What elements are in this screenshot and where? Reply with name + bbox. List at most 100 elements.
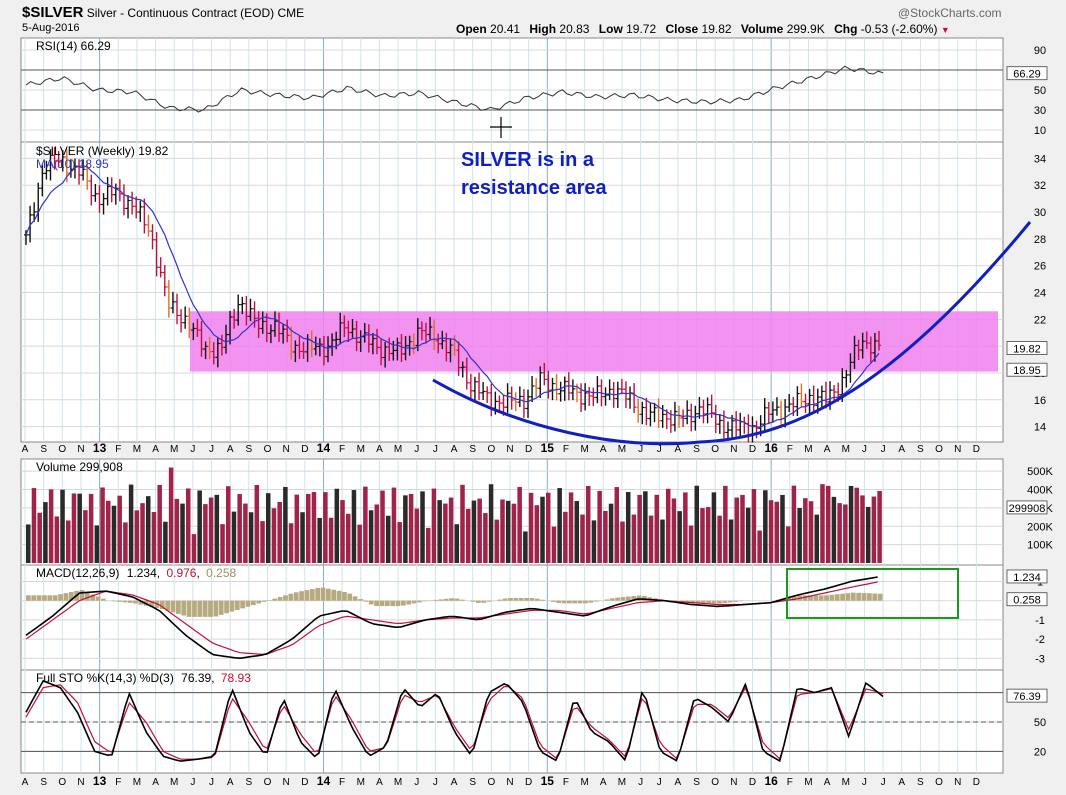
macd-histogram-bar <box>90 594 96 601</box>
volume-bar <box>140 503 145 563</box>
volume-bar <box>511 503 517 563</box>
crosshair-cursor-icon <box>490 117 512 138</box>
time-axis-label: A <box>824 777 831 788</box>
time-axis-label: D <box>973 444 980 455</box>
macd-histogram-bar <box>593 600 599 602</box>
macd-histogram-bar <box>127 600 133 603</box>
volume-bar <box>854 487 860 563</box>
macd-histogram-bar <box>475 600 481 603</box>
macd-histogram-bar <box>245 600 251 607</box>
macd-series <box>25 576 883 660</box>
volume-bar <box>831 496 837 563</box>
macd-histogram-bar <box>352 596 358 601</box>
macd-histogram-bar <box>165 600 171 611</box>
time-axis-label: F <box>787 444 793 455</box>
volume-bar <box>717 515 722 563</box>
macd-histogram-bar <box>347 593 353 601</box>
volume-bar <box>757 530 762 563</box>
time-axis-label: J <box>638 777 643 788</box>
volume-bar <box>100 487 105 563</box>
volume-bar <box>580 514 585 563</box>
macd-histogram-bar <box>218 600 224 615</box>
macd-histogram-bar <box>834 594 840 601</box>
macd-histogram-bar <box>36 595 42 601</box>
volume-bar <box>545 492 551 563</box>
volume-bar <box>591 520 597 563</box>
volume-bar <box>814 514 820 563</box>
price-tick-label: 26 <box>1034 261 1046 273</box>
volume-bar <box>385 515 391 563</box>
volume-tick-label: 500K <box>1027 466 1053 478</box>
volume-bar <box>271 508 277 563</box>
time-axis-label: N <box>77 444 84 455</box>
volume-bar <box>357 524 362 563</box>
time-axis-label: S <box>469 444 476 455</box>
macd-histogram-bar <box>856 592 862 601</box>
sto-k-value: 76.39 <box>181 671 211 685</box>
macd-histogram-bar <box>122 600 128 603</box>
time-axis-label: J <box>881 444 886 455</box>
macd-last-value: 1.234 <box>1013 572 1041 584</box>
volume-bar <box>408 493 414 563</box>
volume-bar <box>448 497 454 563</box>
chg-value: -0.53 (-2.60%) <box>860 22 938 36</box>
volume-bar <box>323 492 328 563</box>
sto-k-line <box>25 679 884 763</box>
time-axis-label: F <box>339 777 345 788</box>
macd-histogram-bar <box>229 600 235 612</box>
macd-histogram-bar <box>175 600 181 614</box>
time-axis-label: D <box>749 777 756 788</box>
volume-bar <box>865 506 871 563</box>
volume-bar <box>843 504 848 563</box>
volume-bar <box>620 521 625 563</box>
macd-histogram-bar <box>513 598 519 601</box>
volume-bar <box>328 517 334 563</box>
time-axis-label: M <box>394 777 402 788</box>
time-axis-label: M <box>580 777 588 788</box>
time-axis-label: M <box>804 444 812 455</box>
ma-legend: MA(10) 18.95 <box>36 157 109 171</box>
volume-series <box>26 467 882 563</box>
time-axis-label: 14 <box>317 774 331 788</box>
macd-histogram-bar <box>111 600 117 602</box>
macd-tick-label: -1 <box>1035 615 1045 627</box>
macd-histogram-bar <box>336 590 342 601</box>
volume-bar <box>763 490 768 563</box>
macd-histogram-bar <box>824 595 829 601</box>
volume-bar <box>803 498 808 563</box>
volume-bar <box>334 488 340 563</box>
time-axis-label: J <box>433 777 438 788</box>
time-axis-label: N <box>77 777 84 788</box>
volume-bar <box>83 510 88 563</box>
time-axis-label: 16 <box>764 774 778 788</box>
time-axis-label: O <box>935 444 943 455</box>
macd-histogram-bar <box>443 598 449 601</box>
macd-histogram-bar <box>224 600 229 614</box>
macd-histogram-bar <box>293 592 299 601</box>
sto-legend: Full STO %K(14,3) %D(3) 76.39, 78.93 <box>36 671 251 685</box>
macd-histogram-bar <box>609 598 615 601</box>
time-axis-label: S <box>40 777 47 788</box>
macd-histogram-bar <box>867 593 872 601</box>
time-axis-label: J <box>414 444 419 455</box>
chart-date: 5-Aug-2016 <box>22 22 80 34</box>
volume-bar <box>557 488 562 563</box>
volume-bar <box>168 467 174 563</box>
chg-down-icon: ▼ <box>940 25 950 35</box>
time-axis-label: N <box>283 777 290 788</box>
volume-bar <box>260 521 265 563</box>
sto-last-value: 76.39 <box>1013 691 1041 703</box>
time-axis-label: A <box>152 444 159 455</box>
macd-histogram-bar <box>283 595 288 601</box>
macd-histogram-bar <box>331 589 337 601</box>
macd-histogram-bar <box>170 600 176 613</box>
volume-bar <box>877 490 882 563</box>
volume-bar <box>534 505 540 563</box>
rsi-tick-label: 30 <box>1034 105 1046 117</box>
time-axis-label: J <box>209 444 214 455</box>
volume-bar <box>300 512 305 563</box>
volume-bar <box>305 493 311 563</box>
volume-bar <box>145 496 151 563</box>
macd-histogram-bar <box>68 592 74 601</box>
time-axis-label: D <box>301 777 308 788</box>
